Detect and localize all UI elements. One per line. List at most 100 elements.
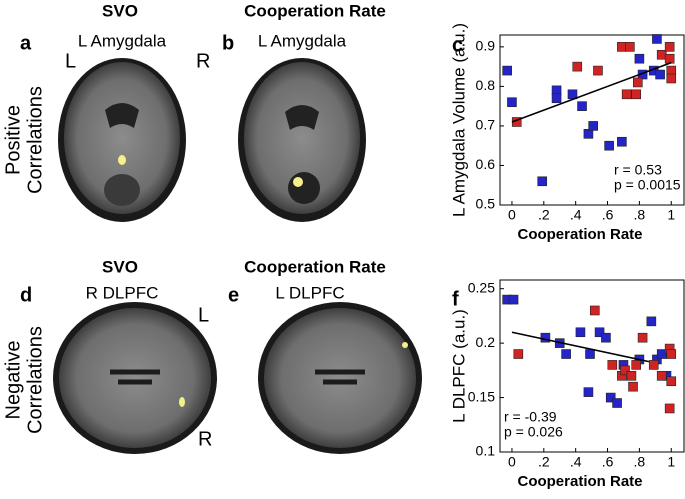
x-tick-label: 1 xyxy=(667,207,675,223)
y-axis-label: L Amygdala Volume (a.u.) xyxy=(449,23,468,217)
y-tick-label: 0.2 xyxy=(476,334,496,350)
panel-region: L Amygdala xyxy=(258,31,347,50)
panel-letter: e xyxy=(228,284,239,306)
data-point xyxy=(617,136,627,147)
y-tick-label: 0.1 xyxy=(476,443,496,459)
data-point xyxy=(572,61,583,72)
orientation-label: R xyxy=(196,50,210,72)
row-label: Correlations xyxy=(24,326,46,434)
panel-region: R DLPFC xyxy=(86,283,159,302)
panel-header: Cooperation Rate xyxy=(244,1,386,20)
x-tick-label: .8 xyxy=(634,454,646,470)
axes-box xyxy=(499,34,685,206)
data-point xyxy=(646,316,657,327)
data-point xyxy=(605,392,616,403)
y-tick-label: 0.9 xyxy=(476,38,496,54)
panel-letter: b xyxy=(222,32,234,54)
x-tick-label: .2 xyxy=(538,454,550,470)
data-point xyxy=(594,327,605,338)
data-point xyxy=(593,65,603,76)
row-label: Negative xyxy=(2,341,24,420)
panel-letter: a xyxy=(20,32,32,54)
annotation: p = 0.0015 xyxy=(614,177,681,193)
data-point xyxy=(607,360,618,370)
fit-line xyxy=(511,331,650,363)
data-point xyxy=(620,365,630,376)
x-tick-label: .4 xyxy=(570,207,582,223)
data-point xyxy=(656,349,667,359)
annotation: r = -0.39 xyxy=(504,409,557,425)
data-point xyxy=(666,73,677,84)
axes-box xyxy=(499,279,685,453)
row-label: Correlations xyxy=(24,86,46,194)
data-point xyxy=(652,34,662,44)
data-point xyxy=(575,327,586,338)
brain-image-e xyxy=(258,302,422,454)
y-tick-label: 0.7 xyxy=(476,117,496,133)
orientation-label: L xyxy=(65,50,76,72)
data-point xyxy=(601,332,611,343)
y-tick-label: 0.8 xyxy=(476,77,496,93)
brain-image-a xyxy=(58,58,186,222)
data-point xyxy=(604,140,614,151)
data-point xyxy=(502,65,512,76)
data-point xyxy=(664,42,675,52)
data-point xyxy=(612,398,622,408)
x-tick-label: 0 xyxy=(508,207,516,223)
data-point xyxy=(588,121,598,131)
data-point xyxy=(585,349,595,359)
brain-image-b xyxy=(238,58,366,222)
orientation-label: L xyxy=(198,304,209,326)
data-point xyxy=(617,42,627,52)
x-axis-label: Cooperation Rate xyxy=(517,473,642,490)
x-tick-label: .4 xyxy=(570,454,582,470)
data-point xyxy=(583,387,594,397)
panel-header: Cooperation Rate xyxy=(244,257,386,276)
orientation-label: R xyxy=(198,428,212,450)
data-point xyxy=(648,360,659,370)
panel-header: SVO xyxy=(102,1,138,20)
x-tick-label: .2 xyxy=(538,207,550,223)
data-point xyxy=(551,93,562,104)
x-tick-label: 0 xyxy=(508,454,516,470)
x-tick-label: .6 xyxy=(602,454,614,470)
fit-line xyxy=(511,61,672,123)
data-point xyxy=(589,305,600,316)
data-point xyxy=(513,349,524,359)
data-point xyxy=(628,381,638,392)
y-tick-label: 0.6 xyxy=(476,156,496,172)
data-point xyxy=(666,376,677,387)
x-tick-label: 1 xyxy=(667,454,675,470)
row-label: Positive xyxy=(2,105,24,175)
data-point xyxy=(561,349,571,359)
data-point xyxy=(631,89,642,100)
y-tick-label: 0.25 xyxy=(468,279,495,295)
data-point xyxy=(664,403,675,414)
data-point xyxy=(656,370,667,381)
data-point xyxy=(656,49,667,60)
y-axis-label: L DLPFC (a.u.) xyxy=(449,309,468,423)
annotation: p = 0.026 xyxy=(504,424,563,440)
data-point xyxy=(631,360,642,370)
data-point xyxy=(666,349,677,359)
x-axis-label: Cooperation Rate xyxy=(517,226,642,243)
data-point xyxy=(637,332,648,343)
annotation: r = 0.53 xyxy=(614,162,662,178)
data-point xyxy=(664,53,675,64)
data-point xyxy=(621,89,632,100)
data-point xyxy=(633,77,643,88)
data-point xyxy=(507,97,517,108)
panel-region: L DLPFC xyxy=(275,283,344,302)
panel-letter: d xyxy=(20,284,32,306)
data-point xyxy=(508,294,519,305)
data-point xyxy=(625,42,635,52)
data-point xyxy=(537,176,548,187)
panel-letter: f xyxy=(452,288,459,310)
y-tick-label: 0.5 xyxy=(476,196,496,212)
data-point xyxy=(655,69,665,80)
data-point xyxy=(577,101,587,111)
brain-image-d xyxy=(53,302,217,454)
panel-letter: c xyxy=(452,34,463,56)
data-point xyxy=(634,53,645,64)
